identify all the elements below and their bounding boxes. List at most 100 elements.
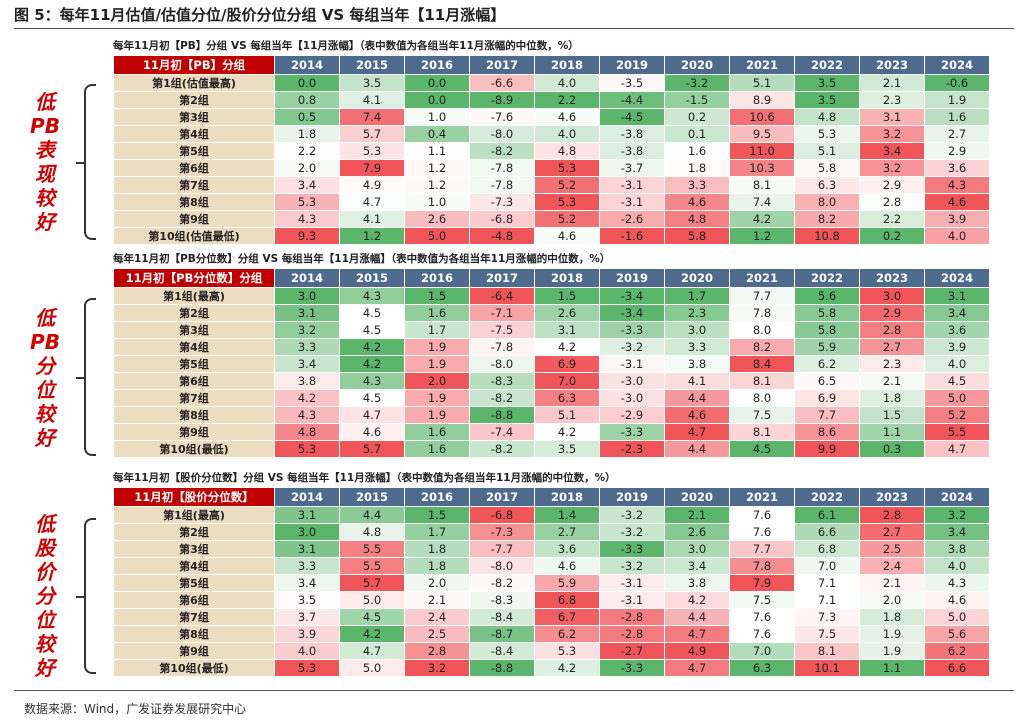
table-row: 第7组 3.7 4.5 2.4 -8.4 6.7 -2.8 4.4 7.6 7.3 1.8 5.0 bbox=[114, 609, 989, 625]
heat-cell: 3.6 bbox=[925, 160, 989, 176]
heat-cell: -6.8 bbox=[470, 507, 534, 523]
heat-cell: 1.4 bbox=[535, 507, 599, 523]
heat-cell: 3.4 bbox=[925, 524, 989, 540]
heat-cell: 4.4 bbox=[665, 441, 729, 457]
table-row: 第2组 3.1 4.5 1.6 -7.1 2.6 -3.4 2.3 7.8 5.8 2.9 3.4 bbox=[114, 305, 989, 321]
heat-cell: 1.1 bbox=[860, 424, 924, 440]
heat-cell: 7.4 bbox=[340, 109, 404, 125]
heat-cell: 4.8 bbox=[665, 211, 729, 227]
table-subtitle: 每年11月初【PB分位数】分组 VS 每组当年【11月涨幅】（表中数值为各组当年… bbox=[113, 253, 611, 265]
table-row: 第6组 2.0 7.9 1.2 -7.8 5.3 -3.7 1.8 10.3 5.8 3.2 3.6 bbox=[114, 160, 989, 176]
table-row: 第5组 2.2 5.3 1.1 -8.2 4.8 -3.8 1.6 11.0 5.1 3.4 2.9 bbox=[114, 143, 989, 159]
heat-cell: -8.9 bbox=[470, 92, 534, 108]
heat-cell: 2.3 bbox=[665, 305, 729, 321]
corner-header: 11月初【股价分位数】 bbox=[114, 488, 274, 506]
heat-cell: 5.7 bbox=[340, 441, 404, 457]
heat-cell: 5.3 bbox=[535, 643, 599, 659]
heat-cell: 3.4 bbox=[665, 558, 729, 574]
side-label-char: 低 bbox=[35, 306, 55, 330]
heat-cell: 2.1 bbox=[860, 75, 924, 91]
heat-cell: 5.9 bbox=[795, 339, 859, 355]
heat-cell: 8.1 bbox=[730, 177, 794, 193]
heat-cell: 1.6 bbox=[925, 109, 989, 125]
group-label: 第7组 bbox=[114, 609, 274, 625]
heat-cell: -3.2 bbox=[665, 75, 729, 91]
group-label: 第10组(估值最低) bbox=[114, 228, 274, 244]
heat-cell: 7.6 bbox=[730, 507, 794, 523]
group-label: 第4组 bbox=[114, 558, 274, 574]
table-row: 第2组 0.8 4.1 0.0 -8.9 2.2 -4.4 -1.5 8.9 3.5 2.3 1.9 bbox=[114, 92, 989, 108]
heat-cell: 5.3 bbox=[275, 441, 339, 457]
heat-cell: 1.8 bbox=[860, 609, 924, 625]
year-header: 2017 bbox=[470, 488, 534, 506]
corner-header: 11月初【PB】分组 bbox=[114, 56, 274, 74]
year-header: 2014 bbox=[275, 269, 339, 287]
heat-cell: 4.6 bbox=[925, 194, 989, 210]
heat-cell: 2.7 bbox=[535, 524, 599, 540]
heat-cell: -7.4 bbox=[470, 424, 534, 440]
heat-cell: 1.6 bbox=[405, 424, 469, 440]
heat-cell: -8.4 bbox=[470, 643, 534, 659]
heat-cell: 5.8 bbox=[795, 160, 859, 176]
heat-cell: 5.3 bbox=[275, 194, 339, 210]
heatmap-table: 11月初【股价分位数】 2014 2015 2016 2017 2018 2019 2020 2… bbox=[113, 487, 990, 677]
heat-cell: -3.0 bbox=[600, 390, 664, 406]
heat-cell: -8.4 bbox=[470, 609, 534, 625]
heat-cell: 1.8 bbox=[405, 558, 469, 574]
group-label: 第10组(最低) bbox=[114, 441, 274, 457]
heat-cell: 1.5 bbox=[860, 407, 924, 423]
heat-cell: 5.8 bbox=[795, 305, 859, 321]
heat-cell: 1.7 bbox=[405, 322, 469, 338]
heat-cell: 2.5 bbox=[860, 541, 924, 557]
heat-cell: 5.1 bbox=[535, 407, 599, 423]
group-label: 第3组 bbox=[114, 109, 274, 125]
heat-cell: 1.6 bbox=[405, 305, 469, 321]
heat-cell: 7.0 bbox=[730, 643, 794, 659]
heat-cell: 5.5 bbox=[925, 424, 989, 440]
heat-cell: 7.6 bbox=[730, 609, 794, 625]
heat-cell: -7.3 bbox=[470, 194, 534, 210]
heat-cell: 8.1 bbox=[730, 424, 794, 440]
heat-cell: 0.8 bbox=[275, 92, 339, 108]
heat-cell: -8.3 bbox=[470, 592, 534, 608]
heat-cell: -3.3 bbox=[600, 660, 664, 676]
heat-cell: 6.9 bbox=[535, 356, 599, 372]
heat-cell: 4.3 bbox=[275, 407, 339, 423]
table-row: 第8组 5.3 4.7 1.0 -7.3 5.3 -3.1 4.6 7.4 8.0 2.8 4.6 bbox=[114, 194, 989, 210]
table-row: 第6组 3.5 5.0 2.1 -8.3 6.8 -3.1 4.2 7.5 7.1 2.0 4.6 bbox=[114, 592, 989, 608]
table-row: 第7组 3.4 4.9 1.2 -7.8 5.2 -3.1 3.3 8.1 6.3 2.9 4.3 bbox=[114, 177, 989, 193]
heat-cell: 3.1 bbox=[275, 541, 339, 557]
heat-cell: 4.1 bbox=[665, 373, 729, 389]
side-label-char: 较 bbox=[35, 402, 55, 426]
heat-cell: -2.8 bbox=[600, 609, 664, 625]
heat-cell: 3.8 bbox=[665, 356, 729, 372]
heat-cell: 3.6 bbox=[535, 541, 599, 557]
heat-cell: 3.9 bbox=[925, 339, 989, 355]
heat-cell: 5.8 bbox=[665, 228, 729, 244]
heat-cell: -3.2 bbox=[600, 524, 664, 540]
heat-cell: 8.9 bbox=[730, 92, 794, 108]
heat-cell: 4.9 bbox=[340, 177, 404, 193]
heat-cell: 4.7 bbox=[340, 643, 404, 659]
heat-cell: 1.9 bbox=[860, 626, 924, 642]
group-label: 第7组 bbox=[114, 177, 274, 193]
heat-cell: 0.0 bbox=[275, 75, 339, 91]
heat-cell: 5.7 bbox=[340, 575, 404, 591]
heat-cell: 2.9 bbox=[860, 177, 924, 193]
heat-cell: -2.6 bbox=[600, 211, 664, 227]
heat-cell: 4.0 bbox=[925, 558, 989, 574]
heat-cell: 4.5 bbox=[340, 390, 404, 406]
group-label: 第1组(最高) bbox=[114, 507, 274, 523]
table-row: 第9组 4.3 4.1 2.6 -6.8 5.2 -2.6 4.8 4.2 8.2 2.2 3.9 bbox=[114, 211, 989, 227]
heatmap-table: 11月初【PB分位数】分组 2014 2015 2016 2017 2018 2019 202… bbox=[113, 268, 990, 458]
heat-cell: 3.1 bbox=[535, 322, 599, 338]
heat-cell: -4.8 bbox=[470, 228, 534, 244]
heat-cell: 6.7 bbox=[535, 609, 599, 625]
heat-cell: -6.4 bbox=[470, 288, 534, 304]
figure-title: 图 5：每年11月估值/估值分位/股价分位分组 VS 每组当年【11月涨幅】 bbox=[14, 6, 506, 24]
heat-cell: 5.1 bbox=[795, 143, 859, 159]
table-row: 第10组(最低) 5.3 5.0 3.2 -8.8 4.2 -3.3 4.7 6.3 10.1 1.… bbox=[114, 660, 989, 676]
heat-cell: 5.2 bbox=[535, 211, 599, 227]
heat-cell: 3.0 bbox=[275, 288, 339, 304]
heat-cell: 7.7 bbox=[730, 541, 794, 557]
